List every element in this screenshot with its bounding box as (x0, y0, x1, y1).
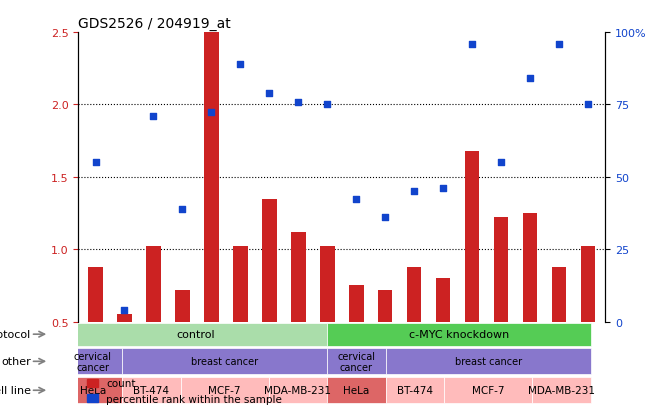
FancyBboxPatch shape (327, 323, 591, 346)
Bar (494, 218, 508, 394)
Bar (378, 290, 393, 394)
FancyBboxPatch shape (533, 377, 591, 404)
Point (90, 160, 101, 166)
Text: breast cancer: breast cancer (454, 356, 522, 366)
Point (293, 99, 303, 106)
FancyBboxPatch shape (63, 377, 122, 404)
FancyBboxPatch shape (122, 349, 327, 375)
Text: control: control (176, 330, 215, 339)
Bar (262, 199, 277, 394)
Text: cervical
cancer: cervical cancer (74, 351, 112, 372)
FancyBboxPatch shape (386, 377, 444, 404)
Bar (465, 152, 479, 394)
Point (322, 102, 333, 109)
Text: breast cancer: breast cancer (191, 356, 258, 366)
Bar (349, 286, 363, 394)
Text: MDA-MB-231: MDA-MB-231 (528, 385, 595, 395)
FancyBboxPatch shape (327, 377, 385, 404)
Point (177, 206, 187, 212)
Bar (204, 33, 219, 394)
Text: MDA-MB-231: MDA-MB-231 (264, 385, 331, 395)
Bar (581, 247, 595, 394)
Bar (89, 267, 103, 394)
Point (380, 214, 391, 221)
FancyBboxPatch shape (386, 349, 591, 375)
Bar (233, 247, 247, 394)
Point (148, 114, 159, 120)
Bar (320, 247, 335, 394)
Text: MCF-7: MCF-7 (472, 385, 505, 395)
Point (554, 41, 564, 48)
Bar (175, 290, 189, 394)
Text: GDS2526 / 204919_at: GDS2526 / 204919_at (78, 17, 231, 31)
Bar (552, 267, 566, 394)
FancyBboxPatch shape (63, 349, 122, 375)
FancyBboxPatch shape (327, 349, 385, 375)
Text: cervical
cancer: cervical cancer (337, 351, 376, 372)
Bar (407, 267, 421, 394)
Point (119, 307, 130, 313)
Point (206, 109, 217, 116)
Point (438, 185, 449, 192)
Text: other: other (1, 356, 31, 366)
Text: protocol: protocol (0, 330, 31, 339)
Text: BT-474: BT-474 (397, 385, 433, 395)
FancyBboxPatch shape (444, 377, 533, 404)
Point (264, 90, 275, 97)
Point (351, 196, 361, 202)
Point (496, 160, 506, 166)
Text: HeLa: HeLa (79, 385, 106, 395)
FancyBboxPatch shape (269, 377, 327, 404)
Text: BT-474: BT-474 (133, 385, 169, 395)
Point (409, 188, 419, 195)
Bar (523, 214, 537, 394)
Text: cell line: cell line (0, 385, 31, 395)
Point (467, 41, 477, 48)
Text: c-MYC knockdown: c-MYC knockdown (409, 330, 509, 339)
Text: HeLa: HeLa (343, 385, 370, 395)
Text: MCF-7: MCF-7 (208, 385, 241, 395)
Bar (291, 232, 305, 394)
Point (583, 102, 593, 109)
Legend: count, percentile rank within the sample: count, percentile rank within the sample (83, 374, 286, 408)
Bar (117, 315, 132, 394)
Point (525, 76, 535, 83)
Bar (436, 278, 450, 394)
Point (235, 62, 245, 68)
FancyBboxPatch shape (181, 377, 269, 404)
FancyBboxPatch shape (122, 377, 180, 404)
Bar (146, 247, 161, 394)
FancyBboxPatch shape (63, 323, 327, 346)
